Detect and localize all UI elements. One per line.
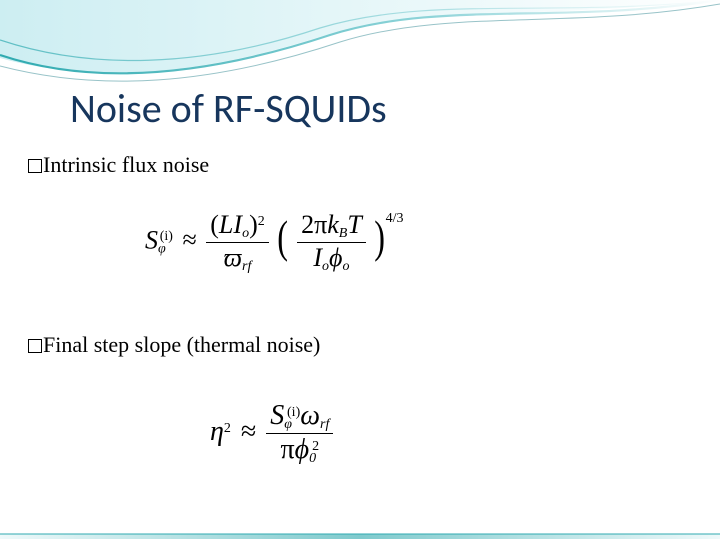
eq1-t1-I: I xyxy=(233,210,242,239)
eq2-num-omega: ω xyxy=(300,400,320,431)
eq1-frac2: 2πkBT Ioϕo xyxy=(297,210,366,275)
slide: Noise of RF-SQUIDs Intrinsic flux noise … xyxy=(0,0,720,540)
eq1-t2-den-Isub: o xyxy=(322,259,329,274)
eq1-t2-2pi: 2π xyxy=(301,210,327,239)
eq2-approx: ≈ xyxy=(238,416,259,447)
eq2-num-S: S xyxy=(270,400,284,431)
eq2-den-phi: ϕ xyxy=(295,434,310,465)
eq1-t1-den-sub: rf xyxy=(242,259,251,274)
bullet-2-text: Final step slope (thermal noise) xyxy=(43,332,320,357)
bullet-marker-icon xyxy=(28,159,42,173)
eq1-outer-exp: 4/3 xyxy=(386,211,404,226)
bottom-border-decoration xyxy=(0,530,720,540)
eq1-t1-Isub: o xyxy=(242,226,249,241)
equation-2: η2 ≈ Sφ(i)ωrf πϕ02 xyxy=(210,400,333,467)
eq2-frac: Sφ(i)ωrf πϕ02 xyxy=(266,400,333,467)
eq1-lhs-sup: (i) xyxy=(160,229,173,244)
eq2-num-Ssup: (i) xyxy=(287,405,300,420)
bullet-1: Intrinsic flux noise xyxy=(28,152,209,178)
eq2-eta-exp: 2 xyxy=(224,421,231,436)
eq1-frac1: (LIo)2 ϖrf xyxy=(206,210,268,275)
eq1-t2-den-I: I xyxy=(313,243,322,272)
bullet-2: Final step slope (thermal noise) xyxy=(28,332,320,358)
eq1-t1-open: ( xyxy=(210,210,219,239)
eq1-t1-exp: 2 xyxy=(258,214,265,229)
eq1-t1-den-omega: ϖ xyxy=(224,243,242,272)
eq1-approx: ≈ xyxy=(179,225,199,254)
eq2-den-pi: π xyxy=(280,434,294,465)
slide-title: Noise of RF-SQUIDs xyxy=(70,84,387,133)
bullet-1-text: Intrinsic flux noise xyxy=(43,152,209,177)
equation-1: Sφ(i) ≈ (LIo)2 ϖrf ( 2πkBT Ioϕo )4/3 xyxy=(145,210,404,275)
eq2-num-omega-sub: rf xyxy=(320,417,329,432)
eq2-den-phi-exp: 2 xyxy=(312,439,319,454)
eq1-t1-close: ) xyxy=(249,210,258,239)
eq1-t1-L: L xyxy=(219,210,233,239)
eq1-t2-den-phi: ϕ xyxy=(329,243,342,272)
bullet-marker-icon xyxy=(28,339,42,353)
eq2-eta: η xyxy=(210,416,224,447)
eq1-t2-T: T xyxy=(347,210,361,239)
eq1-t2-den-phisub: o xyxy=(342,259,349,274)
eq1-lhs-S: S xyxy=(145,225,158,254)
eq1-t2-k: k xyxy=(327,210,339,239)
